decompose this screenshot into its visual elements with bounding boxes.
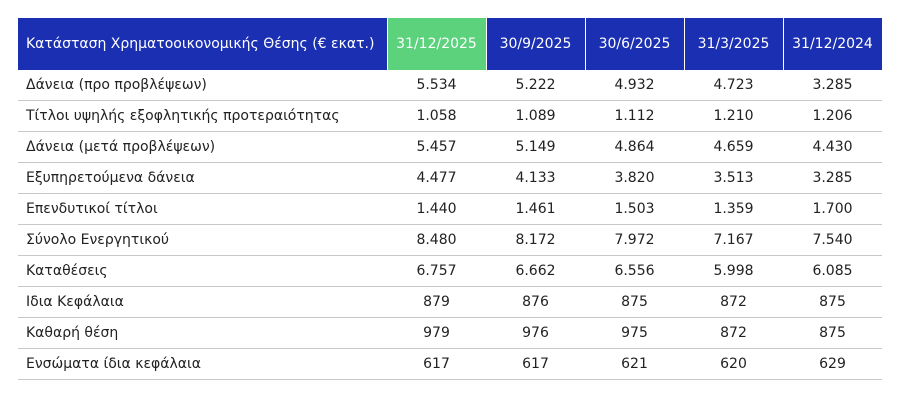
value-cell: 1.461 — [486, 193, 585, 225]
value-cell: 4.864 — [585, 131, 684, 163]
value-cell: 875 — [585, 286, 684, 318]
value-cell: 872 — [684, 286, 783, 318]
value-cell: 4.133 — [486, 162, 585, 194]
value-cell: 4.430 — [783, 131, 882, 163]
value-cell: 5.998 — [684, 255, 783, 287]
value-cell: 3.820 — [585, 162, 684, 194]
table-row: Καθαρή θέση 979 976 975 872 875 — [18, 317, 882, 349]
value-cell: 5.457 — [387, 131, 486, 163]
row-label: Καθαρή θέση — [18, 317, 387, 349]
header-row: Κατάσταση Χρηματοοικονομικής Θέσης (€ εκ… — [18, 18, 883, 70]
table-row: Επενδυτικοί τίτλοι 1.440 1.461 1.503 1.359 1.… — [18, 193, 882, 225]
value-cell: 1.210 — [684, 100, 783, 132]
row-label: Δάνεια (μετά προβλέψεων) — [18, 131, 387, 163]
value-cell: 7.972 — [585, 224, 684, 256]
row-label: Τίτλοι υψηλής εξοφλητικής προτεραιότητας — [18, 100, 387, 132]
value-cell: 1.700 — [783, 193, 882, 225]
value-cell: 5.149 — [486, 131, 585, 163]
value-cell: 629 — [783, 348, 882, 380]
value-cell: 4.477 — [387, 162, 486, 194]
table-row: Ενσώματα ίδια κεφάλαια 617 617 621 620 629 — [18, 348, 882, 380]
value-cell: 875 — [783, 286, 882, 318]
value-cell: 4.932 — [585, 70, 684, 101]
value-cell: 879 — [387, 286, 486, 318]
column-header: 31/12/2024 — [783, 18, 883, 70]
value-cell: 1.058 — [387, 100, 486, 132]
value-cell: 6.085 — [783, 255, 882, 287]
value-cell: 1.359 — [684, 193, 783, 225]
table-row: Καταθέσεις 6.757 6.662 6.556 5.998 6.085 — [18, 255, 882, 287]
column-header: 30/9/2025 — [486, 18, 586, 70]
row-label: Καταθέσεις — [18, 255, 387, 287]
value-cell: 617 — [486, 348, 585, 380]
table-row: Δάνεια (μετά προβλέψεων) 5.457 5.149 4.864 4… — [18, 131, 882, 163]
value-cell: 3.285 — [783, 70, 882, 101]
table-body: Δάνεια (προ προβλέψεων) 5.534 5.222 4.932 4.… — [18, 70, 882, 380]
value-cell: 872 — [684, 317, 783, 349]
value-cell: 3.285 — [783, 162, 882, 194]
value-cell: 1.503 — [585, 193, 684, 225]
value-cell: 875 — [783, 317, 882, 349]
row-label: Ενσώματα ίδια κεφάλαια — [18, 348, 387, 380]
value-cell: 1.089 — [486, 100, 585, 132]
value-cell: 975 — [585, 317, 684, 349]
row-label: Δάνεια (προ προβλέψεων) — [18, 70, 387, 101]
value-cell: 4.659 — [684, 131, 783, 163]
value-cell: 6.757 — [387, 255, 486, 287]
table-row: Εξυπηρετούμενα δάνεια 4.477 4.133 3.820 3.51… — [18, 162, 882, 194]
value-cell: 1.112 — [585, 100, 684, 132]
value-cell: 620 — [684, 348, 783, 380]
value-cell: 4.723 — [684, 70, 783, 101]
table-row: Δάνεια (προ προβλέψεων) 5.534 5.222 4.932 4.… — [18, 70, 882, 101]
value-cell: 621 — [585, 348, 684, 380]
row-label: Εξυπηρετούμενα δάνεια — [18, 162, 387, 194]
value-cell: 3.513 — [684, 162, 783, 194]
row-label: Ιδια Κεφάλαια — [18, 286, 387, 318]
column-header: 31/3/2025 — [684, 18, 784, 70]
value-cell: 976 — [486, 317, 585, 349]
value-cell: 5.534 — [387, 70, 486, 101]
row-label: Σύνολο Ενεργητικού — [18, 224, 387, 256]
value-cell: 6.662 — [486, 255, 585, 287]
value-cell: 8.480 — [387, 224, 486, 256]
value-cell: 1.206 — [783, 100, 882, 132]
value-cell: 979 — [387, 317, 486, 349]
row-header-title: Κατάσταση Χρηματοοικονομικής Θέσης (€ εκ… — [18, 18, 388, 70]
table-row: Ιδια Κεφάλαια 879 876 875 872 875 — [18, 286, 882, 318]
value-cell: 6.556 — [585, 255, 684, 287]
value-cell: 5.222 — [486, 70, 585, 101]
value-cell: 7.167 — [684, 224, 783, 256]
value-cell: 7.540 — [783, 224, 882, 256]
column-header: 31/12/2025 — [387, 18, 487, 70]
column-header: 30/6/2025 — [585, 18, 685, 70]
table-row: Σύνολο Ενεργητικού 8.480 8.172 7.972 7.167 7.… — [18, 224, 882, 256]
value-cell: 876 — [486, 286, 585, 318]
value-cell: 617 — [387, 348, 486, 380]
value-cell: 8.172 — [486, 224, 585, 256]
row-label: Επενδυτικοί τίτλοι — [18, 193, 387, 225]
table-row: Τίτλοι υψηλής εξοφλητικής προτεραιότητας… — [18, 100, 882, 132]
financial-table: Κατάσταση Χρηματοοικονομικής Θέσης (€ εκ… — [18, 18, 883, 380]
value-cell: 1.440 — [387, 193, 486, 225]
